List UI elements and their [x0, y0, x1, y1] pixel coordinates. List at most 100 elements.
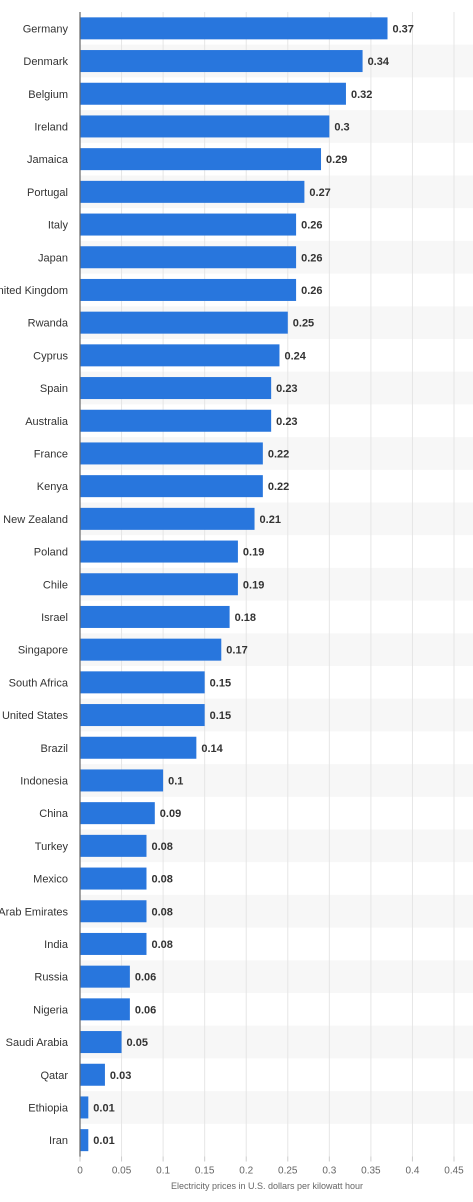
- category-label: Qatar: [40, 1070, 68, 1082]
- category-labels: Germany Denmark Belgium Ireland Jamaica Portu…: [0, 23, 69, 1147]
- data-label: 0.08: [151, 939, 172, 951]
- data-label: 0.01: [93, 1102, 114, 1114]
- bar: [80, 998, 130, 1021]
- data-label: 0.22: [268, 448, 289, 460]
- bar: [80, 573, 238, 596]
- data-label: 0.05: [127, 1037, 148, 1049]
- category-label: Iran: [49, 1135, 68, 1147]
- x-axis-ticks: 0 0.05 0.1 0.15 0.2 0.25 0.3 0.35 0.4 0.45: [77, 1156, 464, 1177]
- category-label: South Africa: [9, 677, 69, 689]
- bar: [80, 82, 346, 105]
- bar: [80, 932, 147, 955]
- bar: [80, 246, 297, 269]
- bar: [80, 834, 147, 857]
- category-label: Turkey: [35, 841, 69, 853]
- category-label: Belgium: [28, 89, 68, 101]
- bar: [80, 900, 147, 923]
- bar: [80, 180, 305, 203]
- category-label: New Zealand: [3, 514, 68, 526]
- category-label: United States: [2, 710, 69, 722]
- category-label: United Arab Emirates: [0, 906, 68, 918]
- category-label: Ireland: [34, 121, 68, 133]
- bar: [80, 17, 388, 40]
- category-label: Denmark: [23, 56, 68, 68]
- data-label: 0.27: [309, 187, 330, 199]
- data-label: 0.37: [393, 23, 414, 35]
- data-label: 0.22: [268, 481, 289, 493]
- data-label: 0.25: [293, 318, 314, 330]
- category-label: Rwanda: [28, 318, 69, 330]
- data-label: 0.15: [210, 677, 231, 689]
- bar: [80, 1031, 122, 1054]
- category-label: Japan: [38, 252, 68, 264]
- data-label: 0.08: [151, 874, 172, 886]
- bar: [80, 736, 197, 759]
- x-tick-label: 0.1: [156, 1166, 170, 1177]
- bar: [80, 278, 297, 301]
- category-label: Nigeria: [33, 1004, 69, 1016]
- category-label: Jamaica: [27, 154, 69, 166]
- category-label: Indonesia: [20, 775, 69, 787]
- row-band: [80, 1091, 473, 1124]
- category-label: Italy: [48, 220, 69, 232]
- x-tick-label: 0.05: [112, 1166, 132, 1177]
- bar: [80, 671, 205, 694]
- bar: [80, 507, 255, 530]
- data-label: 0.01: [93, 1135, 114, 1147]
- x-tick-label: 0.2: [239, 1166, 253, 1177]
- data-label: 0.17: [226, 645, 247, 657]
- x-tick-label: 0.3: [322, 1166, 336, 1177]
- category-label: Saudi Arabia: [6, 1037, 69, 1049]
- x-tick-label: 0.45: [444, 1166, 464, 1177]
- bar: [80, 965, 130, 988]
- category-label: Portugal: [27, 187, 68, 199]
- bar: [80, 867, 147, 890]
- category-label: China: [39, 808, 69, 820]
- bar: [80, 213, 297, 236]
- bars: [80, 17, 388, 1152]
- data-label: 0.1: [168, 775, 183, 787]
- bar: [80, 704, 205, 727]
- bar: [80, 148, 322, 171]
- category-label: Cyprus: [33, 350, 68, 362]
- data-label: 0.26: [301, 285, 322, 297]
- bar: [80, 1129, 89, 1152]
- data-label: 0.24: [284, 350, 306, 362]
- row-band: [80, 1025, 473, 1059]
- bar: [80, 769, 164, 792]
- data-label: 0.21: [260, 514, 281, 526]
- data-label: 0.19: [243, 579, 264, 591]
- bar: [80, 605, 230, 628]
- x-tick-label: 0.35: [361, 1166, 381, 1177]
- data-label: 0.06: [135, 1004, 156, 1016]
- category-label: Poland: [34, 547, 68, 559]
- data-label: 0.03: [110, 1070, 131, 1082]
- category-label: Mexico: [33, 874, 68, 886]
- data-label: 0.29: [326, 154, 347, 166]
- category-label: United Kingdom: [0, 285, 68, 297]
- data-label: 0.08: [151, 841, 172, 853]
- data-label: 0.15: [210, 710, 231, 722]
- data-label: 0.14: [201, 743, 223, 755]
- data-label: 0.23: [276, 383, 297, 395]
- category-label: India: [44, 939, 69, 951]
- category-label: Kenya: [37, 481, 69, 493]
- value-labels: 0.37 0.34 0.32 0.3 0.29 0.27 0.26 0.26 0.26 0.25 0…: [93, 23, 414, 1147]
- x-tick-label: 0: [77, 1166, 83, 1177]
- data-label: 0.23: [276, 416, 297, 428]
- category-label: Israel: [41, 612, 68, 624]
- data-label: 0.34: [368, 56, 390, 68]
- data-label: 0.26: [301, 252, 322, 264]
- category-label: France: [34, 448, 68, 460]
- bar: [80, 540, 238, 563]
- category-label: Singapore: [18, 645, 68, 657]
- bar: [80, 442, 263, 465]
- category-label: Australia: [25, 416, 69, 428]
- bar: [80, 475, 263, 498]
- bar: [80, 409, 272, 432]
- x-axis-title: Electricity prices in U.S. dollars per k…: [171, 1181, 363, 1191]
- bar: [80, 311, 288, 334]
- category-label: Chile: [43, 579, 68, 591]
- row-band: [80, 960, 473, 993]
